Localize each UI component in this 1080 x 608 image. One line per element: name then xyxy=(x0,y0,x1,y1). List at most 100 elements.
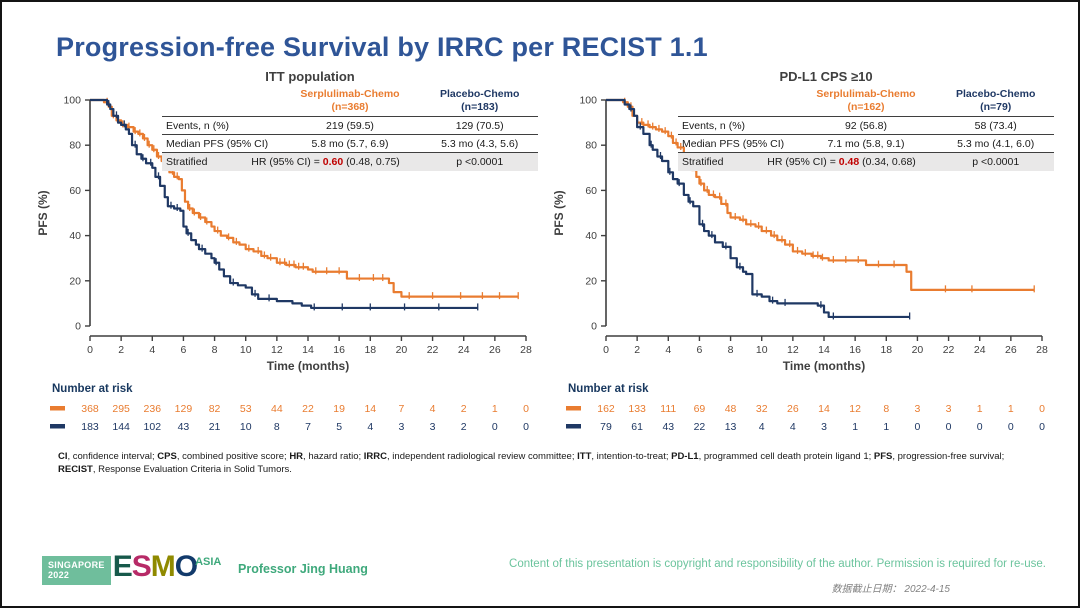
svg-text:2: 2 xyxy=(634,344,640,356)
svg-text:12: 12 xyxy=(787,344,799,356)
svg-text:44: 44 xyxy=(271,403,283,415)
esmo-logo-letters: ESMOASIA xyxy=(112,550,222,583)
svg-text:24: 24 xyxy=(974,344,986,356)
col-header-serplulimab: Serplulimab-Chemo (n=162) xyxy=(816,88,916,114)
svg-text:3: 3 xyxy=(399,421,405,433)
hr-value: HR (95% CI) = 0.48 (0.34, 0.68) xyxy=(767,156,916,169)
panel-title-itt: ITT population xyxy=(265,69,355,84)
svg-text:0: 0 xyxy=(1008,421,1014,433)
panel-itt: ITT population 0 20 40 60 80 100 PFS (%) 0 2 4 6 8 1… xyxy=(32,69,540,436)
svg-text:69: 69 xyxy=(694,403,706,415)
stats-table-cps10: Serplulimab-Chemo (n=162) Placebo-Chemo … xyxy=(678,88,1054,172)
svg-text:80: 80 xyxy=(585,140,597,152)
svg-text:0: 0 xyxy=(523,403,529,415)
svg-text:6: 6 xyxy=(697,344,703,356)
svg-text:2: 2 xyxy=(461,403,467,415)
svg-text:8: 8 xyxy=(883,403,889,415)
svg-text:4: 4 xyxy=(149,344,155,356)
svg-text:32: 32 xyxy=(756,403,768,415)
svg-text:16: 16 xyxy=(849,344,861,356)
svg-text:19: 19 xyxy=(333,403,345,415)
svg-text:183: 183 xyxy=(81,421,99,433)
svg-text:Time (months): Time (months) xyxy=(783,359,865,373)
svg-text:14: 14 xyxy=(818,344,830,356)
p-value: p <0.0001 xyxy=(456,156,504,169)
esmo-logo-location-badge: SINGAPORE 2022 xyxy=(42,556,111,585)
svg-text:0: 0 xyxy=(87,344,93,356)
stats-table-itt: Serplulimab-Chemo (n=368) Placebo-Chemo … xyxy=(162,88,538,172)
svg-text:0: 0 xyxy=(523,421,529,433)
svg-text:4: 4 xyxy=(759,421,765,433)
svg-text:133: 133 xyxy=(628,403,646,415)
stats-row-events: Events, n (%) 92 (56.8) 58 (73.4) xyxy=(678,117,1054,136)
svg-text:1: 1 xyxy=(1008,403,1014,415)
svg-text:82: 82 xyxy=(209,403,221,415)
svg-text:53: 53 xyxy=(240,403,252,415)
svg-text:1: 1 xyxy=(852,421,858,433)
presenter-name: Professor Jing Huang xyxy=(238,562,368,576)
svg-text:0: 0 xyxy=(603,344,609,356)
svg-text:368: 368 xyxy=(81,403,99,415)
svg-text:43: 43 xyxy=(662,421,674,433)
svg-text:3: 3 xyxy=(821,421,827,433)
svg-text:129: 129 xyxy=(175,403,193,415)
svg-text:22: 22 xyxy=(302,403,314,415)
svg-text:144: 144 xyxy=(112,421,130,433)
svg-text:18: 18 xyxy=(364,344,376,356)
svg-text:1: 1 xyxy=(977,403,983,415)
svg-text:28: 28 xyxy=(520,344,532,356)
svg-text:236: 236 xyxy=(144,403,162,415)
hr-value: HR (95% CI) = 0.60 (0.48, 0.75) xyxy=(251,156,400,169)
copyright-notice: Content of this presentation is copyrigh… xyxy=(509,558,1046,570)
svg-text:Number at risk: Number at risk xyxy=(568,383,649,395)
svg-text:21: 21 xyxy=(209,421,221,433)
svg-text:16: 16 xyxy=(333,344,345,356)
svg-text:22: 22 xyxy=(694,421,706,433)
svg-text:0: 0 xyxy=(591,321,597,333)
stats-row-stratified: Stratified HR (95% CI) = 0.48 (0.34, 0.6… xyxy=(678,153,1054,172)
km-chart-itt-wrap: 0 20 40 60 80 100 PFS (%) 0 2 4 6 8 10 12 14 16 18 20 22 24… xyxy=(32,84,540,436)
svg-text:20: 20 xyxy=(912,344,924,356)
panel-title-cps10: PD-L1 CPS ≥10 xyxy=(779,69,873,84)
svg-text:10: 10 xyxy=(756,344,768,356)
svg-text:22: 22 xyxy=(427,344,439,356)
svg-text:PFS (%): PFS (%) xyxy=(36,190,50,235)
svg-text:26: 26 xyxy=(1005,344,1017,356)
svg-text:3: 3 xyxy=(430,421,436,433)
svg-text:18: 18 xyxy=(880,344,892,356)
svg-text:20: 20 xyxy=(585,275,597,287)
svg-text:8: 8 xyxy=(274,421,280,433)
svg-text:2: 2 xyxy=(461,421,467,433)
svg-text:3: 3 xyxy=(946,403,952,415)
svg-text:4: 4 xyxy=(367,421,373,433)
svg-text:14: 14 xyxy=(818,403,830,415)
esmo-logo-region: ASIA xyxy=(195,556,222,568)
svg-text:102: 102 xyxy=(144,421,162,433)
svg-text:100: 100 xyxy=(579,95,597,107)
svg-text:0: 0 xyxy=(75,321,81,333)
panel-cps10: PD-L1 CPS ≥10 0 20 40 60 80 100 PFS (%) 0 2 4 6 8 10… xyxy=(548,69,1056,436)
svg-text:40: 40 xyxy=(69,230,81,242)
svg-text:60: 60 xyxy=(69,185,81,197)
km-chart-cps10-wrap: 0 20 40 60 80 100 PFS (%) 0 2 4 6 8 10 12 14 16 18 20 22 24… xyxy=(548,84,1056,436)
svg-text:10: 10 xyxy=(240,421,252,433)
stats-header-row: Serplulimab-Chemo (n=162) Placebo-Chemo … xyxy=(678,88,1054,118)
svg-text:40: 40 xyxy=(585,230,597,242)
col-header-placebo: Placebo-Chemo (n=79) xyxy=(956,88,1036,114)
panels-container: ITT population 0 20 40 60 80 100 PFS (%) 0 2 4 6 8 1… xyxy=(32,69,1054,436)
svg-text:295: 295 xyxy=(112,403,130,415)
svg-text:79: 79 xyxy=(600,421,612,433)
svg-text:1: 1 xyxy=(492,403,498,415)
svg-text:20: 20 xyxy=(69,275,81,287)
stats-header-row: Serplulimab-Chemo (n=368) Placebo-Chemo … xyxy=(162,88,538,118)
svg-text:2: 2 xyxy=(118,344,124,356)
svg-text:43: 43 xyxy=(178,421,190,433)
svg-text:111: 111 xyxy=(660,403,676,415)
stats-row-events: Events, n (%) 219 (59.5) 129 (70.5) xyxy=(162,117,538,136)
svg-text:13: 13 xyxy=(725,421,737,433)
svg-text:80: 80 xyxy=(69,140,81,152)
svg-text:22: 22 xyxy=(943,344,955,356)
col-header-serplulimab: Serplulimab-Chemo (n=368) xyxy=(300,88,400,114)
